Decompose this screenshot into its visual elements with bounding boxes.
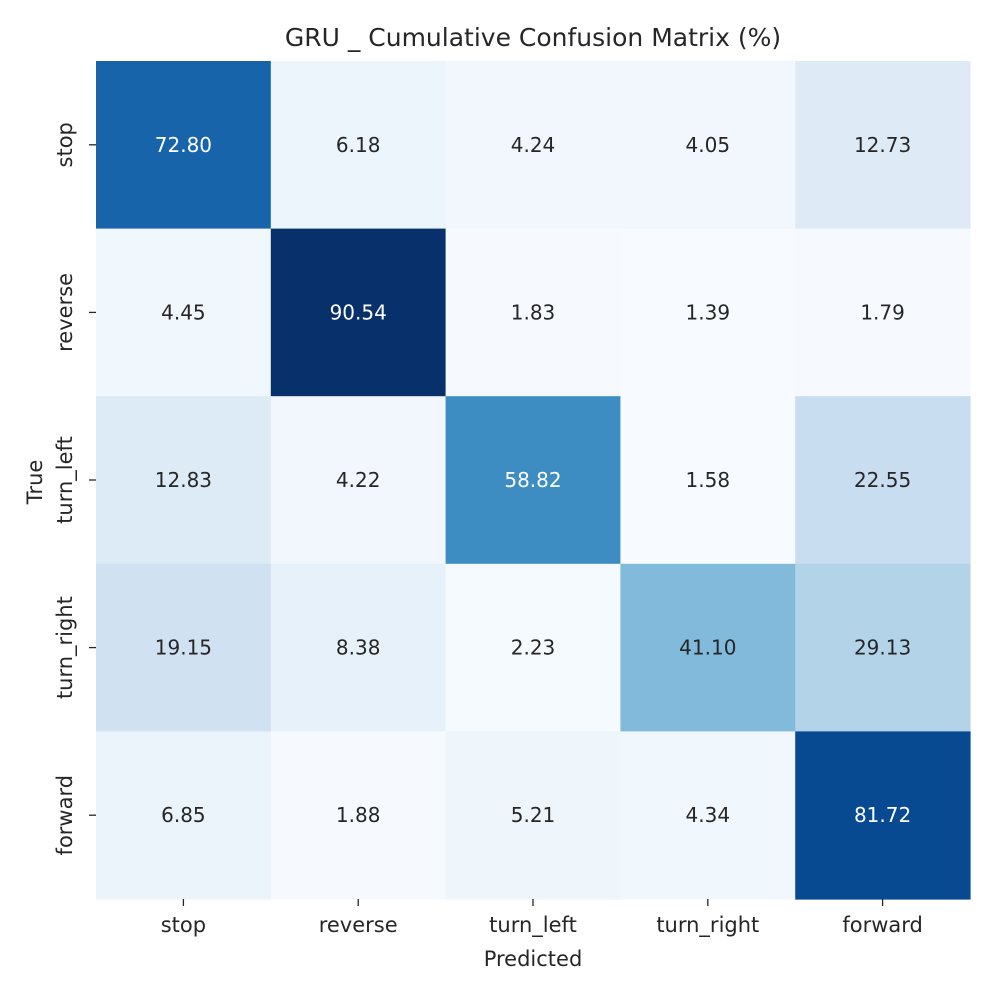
cell-value-label: 29.13: [854, 636, 911, 660]
cell-value-label: 1.79: [860, 300, 905, 324]
heatmap-cell: [270, 228, 447, 397]
heatmap-cell: [445, 396, 621, 565]
axis-ticks: stop reverse turn_left turn_right forwardsto…: [53, 122, 923, 938]
cell-value-label: 2.23: [511, 636, 556, 660]
x-tick-label: forward: [842, 913, 923, 937]
cell-value-label: 41.10: [679, 636, 736, 660]
y-tick-label: turn_left: [53, 436, 78, 524]
heatmap-cell: [96, 228, 272, 397]
cell-value-label: 90.54: [330, 300, 387, 324]
heatmap-cell: [445, 228, 621, 397]
cell-value-label: 1.83: [511, 300, 556, 324]
heatmap-cells: 72.80 6.18 4.24 4.05 12.73 4.45 90.54 1.83 1.39 1…: [96, 61, 971, 900]
heatmap-cell: [445, 731, 621, 900]
cell-value-label: 6.85: [161, 803, 206, 827]
heatmap-cell: [445, 61, 621, 230]
cell-value-label: 81.72: [854, 803, 911, 827]
heatmap-cell: [795, 61, 971, 230]
heatmap-cell: [620, 228, 796, 397]
heatmap-cell: [96, 731, 272, 900]
y-tick-label: turn_right: [53, 596, 78, 699]
x-tick-label: turn_left: [489, 913, 577, 938]
x-tick-label: stop: [161, 913, 206, 937]
heatmap-cell: [96, 563, 272, 732]
cell-value-label: 4.24: [511, 133, 556, 157]
heatmap-cell: [270, 731, 447, 900]
cell-value-label: 8.38: [336, 636, 381, 660]
x-tick-label: reverse: [319, 913, 398, 937]
heatmap-cell: [620, 61, 796, 230]
y-axis-label: True: [23, 460, 47, 506]
heatmap-cell: [270, 396, 447, 565]
cell-value-label: 4.05: [686, 133, 731, 157]
x-axis-label: Predicted: [484, 947, 583, 971]
cell-value-label: 22.55: [854, 468, 911, 492]
cell-value-label: 1.88: [336, 803, 381, 827]
heatmap-cell: [270, 61, 447, 230]
heatmap-cell: [795, 396, 971, 565]
heatmap-cell: [620, 563, 796, 732]
chart-title: GRU _ Cumulative Confusion Matrix (%): [285, 23, 781, 52]
heatmap-cell: [96, 396, 272, 565]
heatmap-cell: [96, 61, 272, 230]
cell-value-label: 4.22: [336, 468, 381, 492]
x-tick-label: turn_right: [656, 913, 759, 938]
cell-value-label: 6.18: [336, 133, 381, 157]
cell-value-label: 12.83: [155, 468, 212, 492]
cell-value-label: 19.15: [155, 636, 212, 660]
heatmap-cell: [620, 731, 796, 900]
cell-value-label: 12.73: [854, 133, 911, 157]
y-tick-label: forward: [53, 775, 77, 856]
cell-value-label: 1.39: [686, 300, 731, 324]
heatmap-cell: [795, 731, 971, 900]
cell-value-label: 5.21: [511, 803, 556, 827]
cell-value-label: 4.45: [161, 300, 206, 324]
heatmap-cell: [270, 563, 447, 732]
heatmap-cell: [795, 228, 971, 397]
cell-value-label: 58.82: [504, 468, 561, 492]
heatmap-cell: [620, 396, 796, 565]
cell-value-label: 72.80: [155, 133, 212, 157]
heatmap-cell: [795, 563, 971, 732]
y-tick-label: stop: [53, 122, 77, 167]
cell-value-label: 1.58: [686, 468, 731, 492]
cell-value-label: 4.34: [686, 803, 731, 827]
heatmap-cell: [445, 563, 621, 732]
y-tick-label: reverse: [53, 273, 77, 352]
